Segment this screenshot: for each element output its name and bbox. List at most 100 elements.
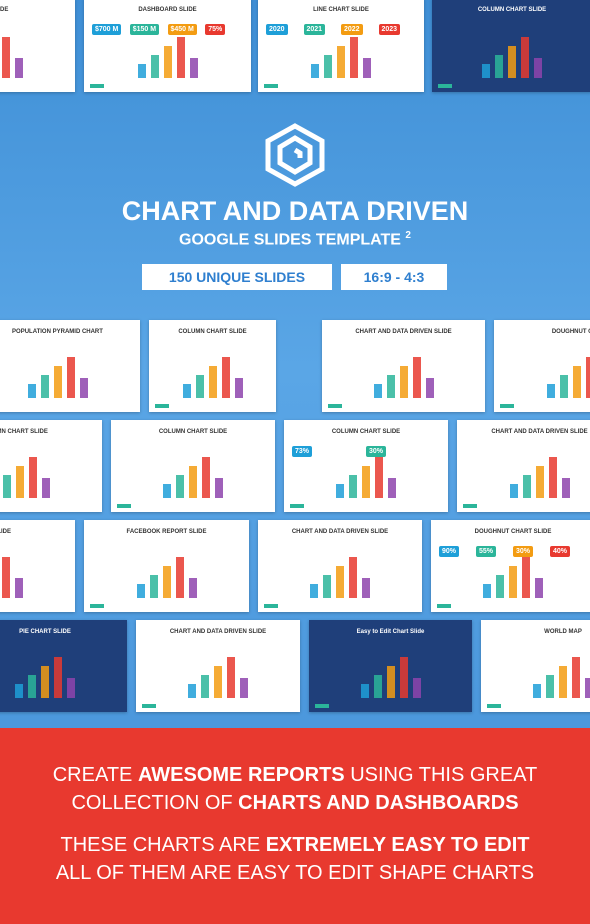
decoration [163, 484, 171, 498]
slide-title: POPULATION PYRAMID CHART [12, 329, 103, 335]
slide-label: 90% [439, 546, 460, 557]
decoration [349, 475, 357, 498]
decoration [27, 384, 36, 398]
footer-text-bold: CHARTS AND DASHBOARDS [238, 792, 519, 814]
decoration [559, 375, 568, 398]
decoration [534, 58, 542, 78]
slide-logo [487, 704, 501, 708]
footer-line: CREATE AWESOME REPORTS USING THIS GREAT [0, 764, 590, 787]
decoration [149, 575, 158, 598]
decoration [509, 484, 518, 498]
decoration [561, 478, 570, 498]
decoration [66, 357, 75, 398]
slide-title: UMN CHART SLIDE [0, 429, 48, 435]
decoration [176, 37, 185, 78]
slide-thumbnail: LINE CHART SLIDE 2020 2021 2022 2023 [258, 0, 424, 92]
decoration [29, 457, 37, 498]
slide-label: $450 M [167, 24, 197, 35]
slide-thumbnail: DOUGHNUT CHA [494, 320, 590, 412]
slide-thumbnail: COLUMN CHART SLIDE [149, 320, 276, 412]
footer-text: CREATE [52, 764, 138, 786]
decoration [150, 55, 159, 78]
slide-title: FACEBOOK REPORT SLIDE [126, 529, 207, 535]
decoration [208, 366, 217, 398]
decoration [482, 64, 490, 78]
slide-title: Easy to Edit Chart Slide [356, 629, 425, 635]
slide-title: COLUMN CHART SLIDE [477, 7, 547, 13]
slide-title: CHART AND DATA DRIVEN SLIDE [491, 429, 588, 435]
decoration [508, 46, 516, 78]
decoration [1, 37, 10, 78]
slide-logo [117, 504, 131, 508]
decoration [227, 657, 235, 698]
slide-thumbnail: HART SLIDE [0, 520, 75, 612]
slide-label: 2022 [341, 24, 363, 35]
decoration [2, 557, 10, 598]
footer-text: ALL OF THEM ARE EASY TO EDIT SHAPE CHART… [55, 862, 535, 884]
decoration [386, 666, 395, 698]
slide-thumbnail: ART SLIDE [0, 0, 75, 92]
decoration [79, 378, 88, 398]
slide-title: COLUMN CHART SLIDE [178, 329, 247, 335]
slide-title: COLUMN CHART SLIDE [331, 429, 401, 435]
footer-line: COLLECTION OF CHARTS AND DASHBOARDS [0, 792, 590, 815]
slide-label: 2021 [303, 24, 326, 35]
slide-title: WORLD MAP [544, 629, 582, 635]
decoration [521, 37, 529, 78]
footer-band [0, 728, 590, 924]
decoration [360, 684, 369, 698]
decoration [535, 466, 544, 498]
slide-label: 55% [476, 546, 497, 557]
slide-logo [90, 604, 104, 608]
decoration [176, 475, 184, 498]
decoration [42, 478, 50, 498]
slide-thumbnail: COLUMN CHART SLIDE [432, 0, 590, 92]
slide-thumbnail: CHART AND DATA DRIVEN SLIDE [258, 520, 422, 612]
decoration [175, 557, 184, 598]
decoration [136, 584, 145, 598]
decoration [310, 584, 318, 598]
slide-thumbnail: UMN CHART SLIDE [0, 420, 102, 512]
slide-logo [438, 84, 452, 88]
slide-title: COLUMN CHART SLIDE [158, 429, 228, 435]
slide-label: 40% [550, 546, 571, 557]
slide-logo [328, 404, 342, 408]
slide-logo [90, 84, 104, 88]
hero-title: CHART AND DATA DRIVEN [121, 196, 469, 226]
slide-thumbnail: DOUGHNUT CHART SLIDE 90% 55% 30% 40% [431, 520, 590, 612]
slide-title: HART SLIDE [0, 529, 11, 535]
slide-label: $700 M [92, 24, 122, 35]
slide-title: PIE CHART SLIDE [19, 629, 71, 635]
footer-text: THESE CHARTS ARE [60, 834, 266, 856]
decoration [585, 678, 590, 698]
slide-title: DASHBOARD SLIDE [138, 7, 197, 13]
slide-logo [315, 704, 329, 708]
decoration [67, 678, 75, 698]
decoration [572, 366, 581, 398]
slide-title: CHART AND DATA DRIVEN SLIDE [169, 629, 267, 635]
decoration [188, 578, 197, 598]
decoration [388, 478, 396, 498]
decoration [585, 357, 590, 398]
slide-thumbnail: POPULATION PYRAMID CHART [0, 320, 140, 412]
slide-thumbnail: FACEBOOK REPORT SLIDE [84, 520, 249, 612]
decoration [362, 578, 370, 598]
decoration [137, 64, 146, 78]
badge: 150 UNIQUE SLIDES [142, 264, 332, 290]
decoration [188, 684, 196, 698]
decoration [14, 58, 23, 78]
logo [265, 123, 325, 187]
slide-thumbnail: Easy to Edit Chart Slide [309, 620, 472, 712]
hero-subtitle: GOOGLE SLIDES TEMPLATE 2 [0, 230, 590, 249]
slide-label: 30% [366, 446, 387, 457]
decoration [495, 55, 503, 78]
slide-logo [155, 404, 169, 408]
slide-label: 2020 [266, 24, 288, 35]
decoration [363, 58, 371, 78]
decoration [324, 55, 332, 78]
slide-title: CHART AND DATA DRIVEN SLIDE [291, 529, 389, 535]
slide-thumbnail: CHART AND DATA DRIVEN SLIDE [457, 420, 590, 512]
decoration [548, 457, 557, 498]
decoration [195, 375, 204, 398]
decoration [234, 378, 243, 398]
